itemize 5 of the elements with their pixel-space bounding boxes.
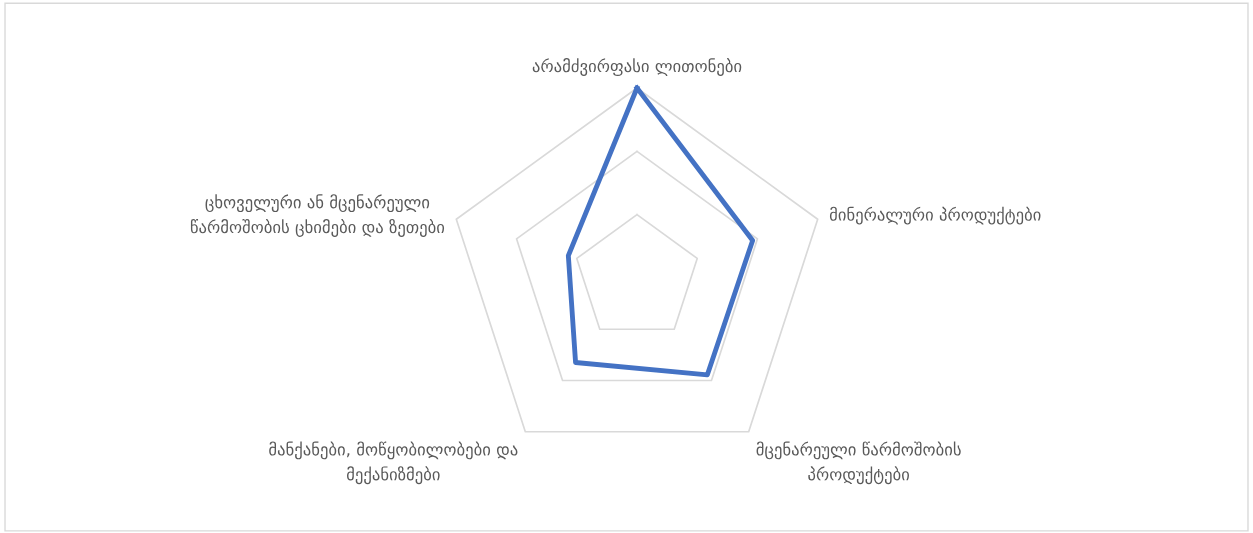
spoke-label: არამძვირფასი ლითონები [532, 58, 742, 76]
spoke-label: მანქანები, მოწყობილობები და მექანიზმები [269, 441, 518, 485]
spoke-label: მცენარეული წარმოშობის პროდუქტები [756, 441, 961, 485]
spoke-label: მინერალური პროდუქტები [829, 206, 1041, 225]
spoke-label: ცხოველური ან მცენარეული წარმოშობის ცხიმები და ზეთები [190, 194, 445, 237]
